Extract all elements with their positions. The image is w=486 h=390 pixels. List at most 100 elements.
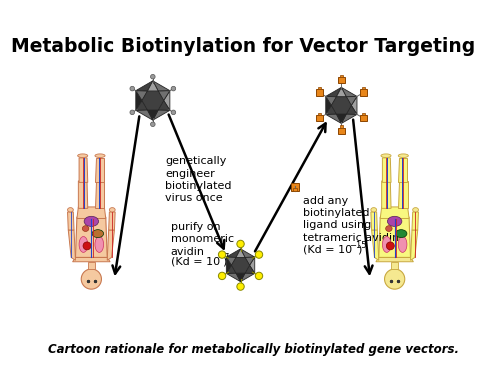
Polygon shape <box>371 212 377 230</box>
Ellipse shape <box>381 154 391 158</box>
Circle shape <box>81 269 102 289</box>
Polygon shape <box>336 87 347 97</box>
Bar <box>340 74 343 77</box>
Bar <box>362 87 364 89</box>
Text: ): ) <box>357 245 361 255</box>
Ellipse shape <box>95 236 104 252</box>
Ellipse shape <box>109 207 115 212</box>
Ellipse shape <box>84 216 99 227</box>
Polygon shape <box>382 158 391 183</box>
Polygon shape <box>153 110 170 120</box>
Ellipse shape <box>79 236 88 252</box>
Polygon shape <box>326 114 341 124</box>
Polygon shape <box>326 96 331 114</box>
Ellipse shape <box>387 216 402 227</box>
Polygon shape <box>164 90 170 110</box>
Text: Cartoon rationale for metabolically biotinylated gene vectors.: Cartoon rationale for metabolically biot… <box>48 343 459 356</box>
Polygon shape <box>226 249 241 257</box>
Polygon shape <box>77 207 106 218</box>
Ellipse shape <box>78 154 88 158</box>
Text: purify on
monomeric
avidin: purify on monomeric avidin <box>171 222 234 257</box>
Ellipse shape <box>398 154 408 158</box>
Ellipse shape <box>386 242 394 250</box>
Circle shape <box>130 110 135 115</box>
Ellipse shape <box>371 207 377 212</box>
Polygon shape <box>351 96 357 114</box>
Polygon shape <box>75 217 107 257</box>
Bar <box>316 89 323 96</box>
Polygon shape <box>147 81 158 91</box>
Polygon shape <box>136 90 142 110</box>
Polygon shape <box>341 114 357 124</box>
Polygon shape <box>226 257 231 273</box>
Polygon shape <box>241 273 255 282</box>
Bar <box>338 77 345 83</box>
Circle shape <box>171 86 176 91</box>
Polygon shape <box>136 90 147 101</box>
Circle shape <box>255 251 263 258</box>
Polygon shape <box>331 97 351 114</box>
Polygon shape <box>398 158 407 183</box>
Text: Metabolic Biotinylation for Vector Targeting: Metabolic Biotinylation for Vector Targe… <box>11 37 475 55</box>
Polygon shape <box>226 257 236 265</box>
Polygon shape <box>231 257 249 273</box>
Polygon shape <box>336 114 347 124</box>
Ellipse shape <box>92 230 104 238</box>
Polygon shape <box>376 257 414 262</box>
Polygon shape <box>411 230 418 260</box>
Bar <box>88 262 95 269</box>
Polygon shape <box>136 101 147 110</box>
Bar <box>292 183 299 191</box>
Polygon shape <box>249 257 255 273</box>
Ellipse shape <box>382 236 391 252</box>
Polygon shape <box>398 181 408 208</box>
Polygon shape <box>95 158 104 183</box>
Ellipse shape <box>385 226 392 231</box>
Polygon shape <box>79 158 88 183</box>
Text: (Kd = 10: (Kd = 10 <box>303 245 352 255</box>
Ellipse shape <box>83 242 91 250</box>
Bar <box>340 126 343 128</box>
Bar <box>391 262 398 269</box>
Circle shape <box>237 240 244 248</box>
Circle shape <box>151 122 155 127</box>
Polygon shape <box>379 217 411 257</box>
Polygon shape <box>236 249 245 257</box>
Bar <box>318 87 321 89</box>
Polygon shape <box>326 87 341 97</box>
Polygon shape <box>241 249 255 257</box>
Polygon shape <box>226 273 241 282</box>
Text: −7: −7 <box>218 253 230 262</box>
Polygon shape <box>68 212 74 230</box>
Polygon shape <box>380 207 409 218</box>
Circle shape <box>384 269 405 289</box>
Polygon shape <box>158 90 170 101</box>
Ellipse shape <box>95 154 105 158</box>
Polygon shape <box>347 105 357 114</box>
Text: add any
biotinylated
ligand using
tetrameric avidin: add any biotinylated ligand using tetram… <box>303 195 399 243</box>
Ellipse shape <box>413 207 418 212</box>
Bar <box>360 89 366 96</box>
Polygon shape <box>236 273 245 282</box>
Polygon shape <box>78 181 88 208</box>
Polygon shape <box>226 265 236 273</box>
Circle shape <box>255 272 263 280</box>
Text: (Kd = 10: (Kd = 10 <box>171 256 220 266</box>
Circle shape <box>130 86 135 91</box>
Polygon shape <box>326 105 336 114</box>
Polygon shape <box>107 230 114 260</box>
Circle shape <box>218 272 226 280</box>
Polygon shape <box>147 110 158 120</box>
Ellipse shape <box>396 230 407 238</box>
Polygon shape <box>372 230 379 260</box>
Polygon shape <box>95 181 104 208</box>
Polygon shape <box>153 81 170 91</box>
Text: −15: −15 <box>349 241 366 250</box>
Polygon shape <box>347 96 357 105</box>
Bar <box>338 128 345 134</box>
Bar <box>362 113 364 115</box>
Polygon shape <box>326 96 336 105</box>
Polygon shape <box>136 110 153 120</box>
Circle shape <box>237 283 244 290</box>
Polygon shape <box>245 257 255 265</box>
